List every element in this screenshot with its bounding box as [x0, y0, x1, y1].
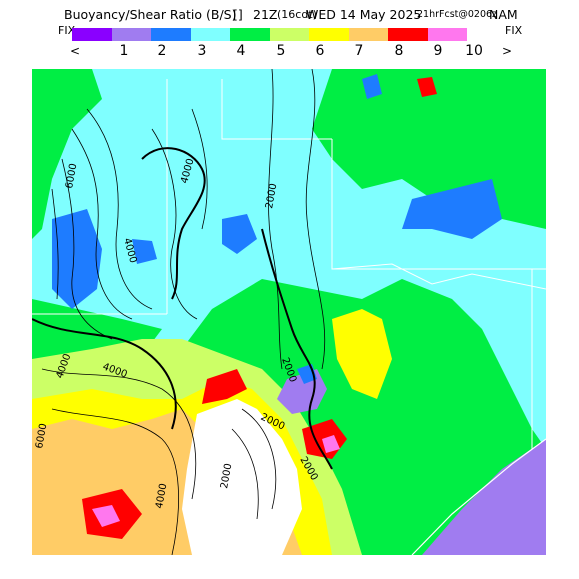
blue-region: [132, 239, 157, 264]
scale-tick-label: 10: [465, 43, 483, 59]
color-scale-bar: [72, 28, 467, 41]
pink-region: [322, 435, 340, 453]
scale-swatch: [348, 28, 388, 41]
blue-region: [222, 214, 257, 254]
scale-swatch: [190, 28, 230, 41]
scale-swatch: [309, 28, 349, 41]
yellow-region: [332, 309, 392, 399]
map-panel: 6000 4000 4000 2000 2000 2000 2000 4000 …: [32, 69, 546, 555]
scale-swatch: [230, 28, 270, 41]
scale-swatch: [269, 28, 309, 41]
gulf-region: [422, 439, 546, 555]
contour-label: 6000: [64, 163, 79, 190]
scale-tick-label: 1: [119, 43, 129, 59]
scale-tick-label: 6: [315, 43, 325, 59]
blue-region: [362, 74, 382, 99]
green-region: [32, 69, 102, 239]
green-region: [182, 279, 546, 555]
contour-label: 6000: [34, 423, 49, 450]
fix-left-label: FIX: [58, 24, 76, 37]
scale-swatch: [388, 28, 428, 41]
valid-date: WED 14 May 2025: [306, 7, 422, 22]
map-canvas: 6000 4000 4000 2000 2000 2000 2000 4000 …: [32, 69, 546, 555]
scale-tick-label: 8: [394, 43, 404, 59]
less-arrow: <: [70, 44, 81, 58]
red-region: [202, 369, 247, 404]
fix-right-label: FIX: [505, 24, 523, 37]
scale-tick-label: 9: [433, 43, 443, 59]
white-region: [182, 399, 302, 555]
scale-tick-label: 3: [197, 43, 207, 59]
contour-label: 2000: [264, 183, 279, 210]
blue-region: [402, 179, 502, 239]
pink-region: [92, 505, 120, 527]
coastline: [411, 438, 546, 555]
scale-tick-label: 2: [157, 43, 167, 59]
more-arrow: >: [502, 44, 513, 58]
product-title: Buoyancy/Shear Ratio (B/S): [64, 7, 237, 22]
scale-tick-labels: < 1 2 3 4 5 6 7 8 9 10 >: [0, 43, 579, 59]
map-title: Buoyancy/Shear Ratio (B/S) [] 21Z (16cdt…: [0, 6, 579, 24]
scale-swatch: [111, 28, 151, 41]
model-name: NAM: [489, 7, 518, 22]
valid-local-time: (16cdt): [277, 8, 317, 21]
title-separator: []: [233, 7, 243, 22]
valid-time: 21Z: [253, 7, 278, 22]
contour-label: 2000: [219, 463, 234, 490]
scale-tick-label: 7: [354, 43, 364, 59]
height-contours: [41, 69, 326, 555]
contour-label: 4000: [154, 483, 169, 510]
scale-swatch: [151, 28, 191, 41]
state-borders: [32, 79, 546, 449]
scale-swatch: [72, 28, 112, 41]
scale-tick-label: 5: [276, 43, 286, 59]
forecast-info: 21hrFcst@0206z: [417, 9, 498, 20]
red-region: [417, 77, 437, 97]
bold-contours: [32, 147, 333, 470]
scale-tick-label: 4: [236, 43, 246, 59]
scale-swatch: [427, 28, 467, 41]
blue-region: [52, 209, 102, 309]
